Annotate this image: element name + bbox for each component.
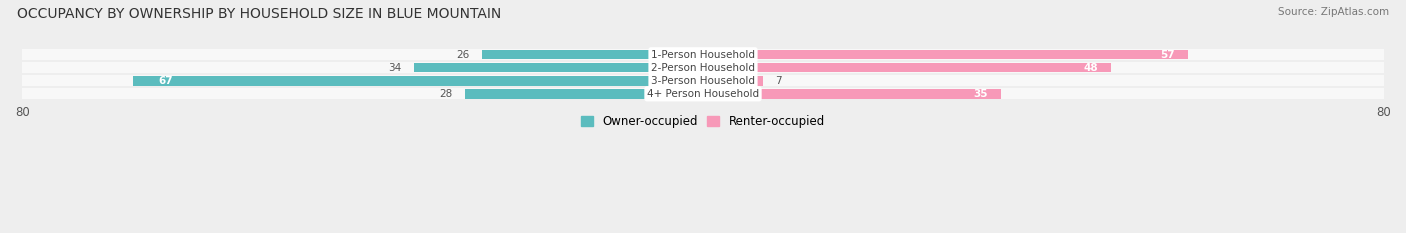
- Bar: [703, 50, 1188, 59]
- Bar: [703, 76, 762, 86]
- Text: 34: 34: [388, 63, 401, 73]
- Text: 1-Person Household: 1-Person Household: [651, 50, 755, 60]
- Bar: [482, 50, 703, 59]
- Bar: [413, 63, 703, 72]
- Text: 26: 26: [456, 50, 470, 60]
- Text: Source: ZipAtlas.com: Source: ZipAtlas.com: [1278, 7, 1389, 17]
- Text: 48: 48: [1084, 63, 1098, 73]
- Bar: [22, 88, 1384, 99]
- Text: 35: 35: [973, 89, 988, 99]
- Bar: [22, 62, 1384, 73]
- Text: 7: 7: [775, 76, 782, 86]
- Bar: [22, 49, 1384, 60]
- Text: 67: 67: [159, 76, 173, 86]
- Text: 28: 28: [439, 89, 451, 99]
- Text: OCCUPANCY BY OWNERSHIP BY HOUSEHOLD SIZE IN BLUE MOUNTAIN: OCCUPANCY BY OWNERSHIP BY HOUSEHOLD SIZE…: [17, 7, 501, 21]
- Bar: [465, 89, 703, 99]
- Bar: [703, 63, 1111, 72]
- Text: 57: 57: [1160, 50, 1175, 60]
- Text: 2-Person Household: 2-Person Household: [651, 63, 755, 73]
- Bar: [703, 89, 1001, 99]
- Text: 3-Person Household: 3-Person Household: [651, 76, 755, 86]
- Legend: Owner-occupied, Renter-occupied: Owner-occupied, Renter-occupied: [581, 115, 825, 128]
- Bar: [134, 76, 703, 86]
- Bar: [22, 75, 1384, 86]
- Text: 4+ Person Household: 4+ Person Household: [647, 89, 759, 99]
